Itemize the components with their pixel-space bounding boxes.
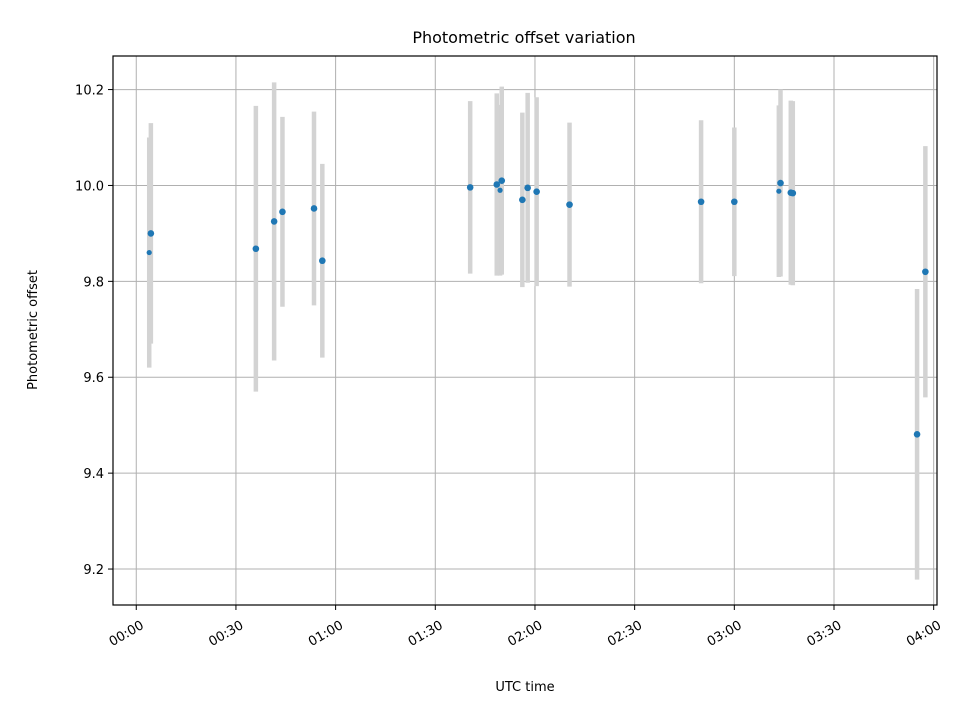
x-tick-label: 00:00 xyxy=(107,618,147,650)
grid xyxy=(113,56,937,605)
data-point xyxy=(731,198,738,206)
data-point xyxy=(533,188,540,195)
data-point xyxy=(466,184,474,191)
y-tick-label: 9.2 xyxy=(83,563,104,578)
data-point xyxy=(777,179,784,187)
data-point xyxy=(146,249,152,256)
y-tick-label: 9.4 xyxy=(83,467,104,482)
data-point xyxy=(497,187,503,193)
chart-title: Photometric offset variation xyxy=(412,28,635,47)
data-point xyxy=(319,257,326,265)
data-point xyxy=(519,196,526,204)
data-point xyxy=(789,189,797,197)
y-tick-label: 9.6 xyxy=(83,371,104,386)
x-tick-label: 03:00 xyxy=(705,618,745,650)
x-axis: 00:00 00:30 01:00 01:30 02:00 02:30 03:00 03:30… xyxy=(107,605,944,650)
data-point xyxy=(279,208,286,216)
data-point xyxy=(776,188,782,194)
y-axis-label: Photometric offset xyxy=(26,270,41,390)
x-tick-label: 03:30 xyxy=(804,618,844,650)
y-tick-label: 10.2 xyxy=(75,84,104,99)
x-tick-label: 00:30 xyxy=(206,618,246,650)
y-tick-label: 9.8 xyxy=(83,275,104,290)
x-axis-label: UTC time xyxy=(495,680,554,695)
x-tick-label: 01:30 xyxy=(406,618,446,650)
x-tick-label: 02:00 xyxy=(505,618,545,650)
data-point xyxy=(270,218,278,225)
data-point xyxy=(498,177,506,184)
x-tick-label: 01:00 xyxy=(306,618,346,650)
y-tick-label: 10.0 xyxy=(75,179,104,194)
data-point xyxy=(922,268,929,276)
data-point xyxy=(493,181,501,188)
data-point xyxy=(697,198,705,206)
data-point xyxy=(310,205,318,212)
plot-frame xyxy=(112,55,938,606)
data-point xyxy=(147,230,155,237)
data-points xyxy=(146,177,929,438)
y-axis: 9.2 9.4 9.6 9.8 10.0 10.2 xyxy=(75,84,113,578)
data-point xyxy=(252,245,260,253)
data-point xyxy=(913,431,921,438)
x-tick-label: 04:00 xyxy=(904,618,944,650)
x-tick-label: 02:30 xyxy=(605,618,645,650)
data-point xyxy=(566,201,573,208)
data-point xyxy=(524,184,531,192)
error-bars xyxy=(146,82,928,580)
